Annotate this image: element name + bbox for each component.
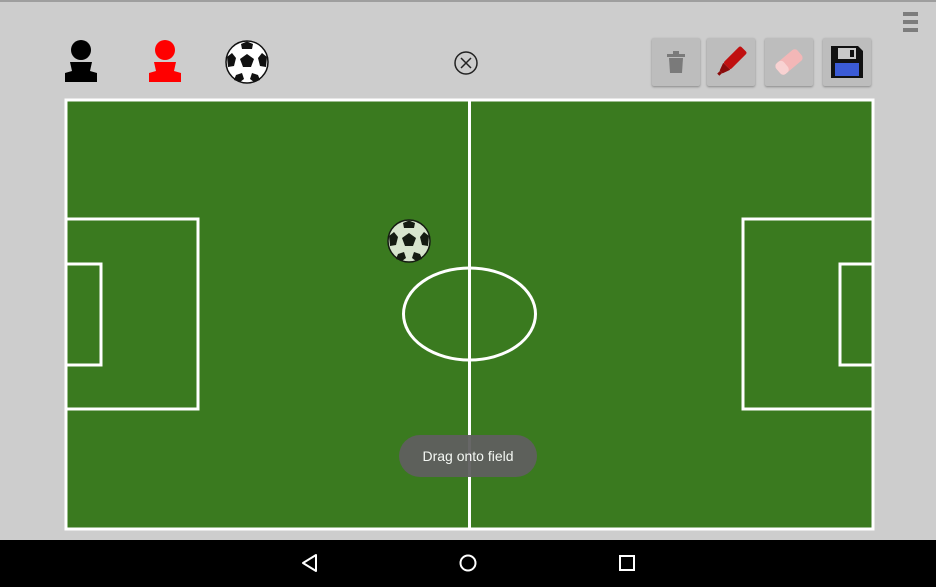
right-penalty-area xyxy=(741,217,873,411)
save-button[interactable] xyxy=(823,38,871,86)
left-goal-area xyxy=(66,262,103,367)
close-icon[interactable] xyxy=(454,51,478,75)
back-icon[interactable] xyxy=(300,553,320,573)
left-penalty-area xyxy=(66,217,200,411)
navigation-bar xyxy=(0,540,936,587)
recents-icon[interactable] xyxy=(617,553,637,573)
status-divider xyxy=(0,0,936,2)
overflow-menu-icon[interactable] xyxy=(903,12,918,34)
trash-icon xyxy=(667,51,685,73)
right-goal-area xyxy=(838,262,873,367)
home-icon[interactable] xyxy=(458,553,478,573)
eraser-button[interactable] xyxy=(765,38,813,86)
marker-button[interactable] xyxy=(707,38,755,86)
save-icon xyxy=(831,46,863,78)
toast-message: Drag onto field xyxy=(399,435,537,477)
eraser-icon xyxy=(775,49,803,75)
center-circle xyxy=(402,266,537,362)
ball-icon[interactable] xyxy=(225,40,269,84)
red-player-icon[interactable] xyxy=(148,40,182,84)
black-player-icon[interactable] xyxy=(64,40,98,84)
ball-on-field-icon[interactable] xyxy=(387,219,431,263)
marker-icon xyxy=(717,46,747,76)
trash-button[interactable] xyxy=(652,38,700,86)
